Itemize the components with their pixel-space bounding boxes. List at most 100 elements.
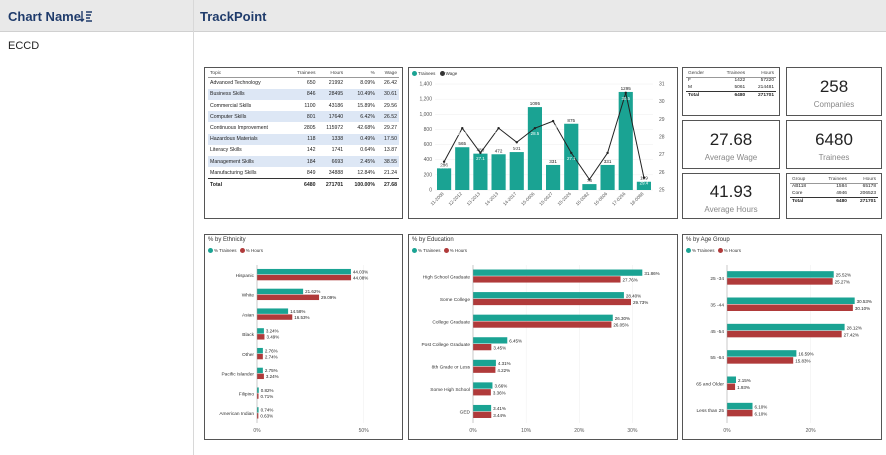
hours-bar[interactable] (257, 393, 259, 399)
trainees-bar[interactable] (546, 164, 561, 190)
wage-point[interactable] (479, 151, 482, 155)
column-header[interactable]: Trainees (714, 70, 748, 78)
trainees-bar[interactable] (257, 288, 304, 295)
table-row[interactable]: Core 4946 206523 (790, 190, 878, 197)
trainees-bar[interactable] (437, 168, 452, 190)
hours-bar[interactable] (473, 389, 491, 396)
table-row[interactable]: Manufacturing Skills 849 34888 12.84% 21.24 (208, 167, 399, 179)
hours-bar[interactable] (473, 298, 631, 306)
wage-point[interactable] (606, 151, 609, 155)
hours-bar[interactable] (473, 321, 612, 328)
column-header[interactable]: Group (790, 176, 817, 184)
column-header[interactable]: Hours (848, 176, 878, 184)
table-row[interactable]: Hazardous Materials 118 1338 0.49% 17.50 (208, 133, 399, 145)
trainees-bar[interactable] (257, 367, 263, 374)
trainees-bar[interactable] (473, 292, 624, 299)
table-row[interactable]: Business Skills 846 28495 10.49% 30.61 (208, 88, 399, 100)
wage-point[interactable] (642, 176, 646, 179)
trainees-bar[interactable] (727, 297, 855, 305)
trainees-bar[interactable] (727, 271, 834, 278)
table-row[interactable]: M 5061 214481 (686, 84, 776, 91)
trainees-bar[interactable] (257, 308, 289, 314)
trainees-bar[interactable] (473, 314, 613, 321)
column-header[interactable]: Hours (747, 70, 776, 78)
column-header[interactable]: % (345, 70, 377, 78)
trainees-bar[interactable] (527, 107, 542, 190)
column-header[interactable]: Trainees (288, 70, 318, 78)
trainees-bar[interactable] (473, 382, 493, 389)
hours-bar[interactable] (727, 278, 833, 285)
sort-icon[interactable] (79, 9, 93, 23)
wage-point[interactable] (624, 91, 627, 95)
table-row[interactable]: Management Skills 184 6693 2.45% 38.55 (208, 155, 399, 168)
table-row[interactable]: Commercial Skills 1100 43186 15.89% 29.56 (208, 100, 399, 111)
wage-point[interactable] (570, 151, 573, 155)
trainees-bar[interactable] (509, 152, 524, 190)
trainees-bar[interactable] (636, 181, 651, 190)
column-header[interactable]: Topic (208, 70, 289, 78)
trackpoint-column-header[interactable]: TrackPoint (200, 9, 267, 24)
trainees-bar[interactable] (473, 337, 508, 344)
bar-data-label: 2.74% (265, 354, 278, 359)
trainees-bar[interactable] (257, 347, 263, 354)
table-row[interactable]: Literacy Skills 142 1741 0.64% 13.87 (208, 145, 399, 156)
table-cell: 26.52 (376, 111, 399, 123)
trainees-bar[interactable] (455, 147, 470, 190)
hours-bar[interactable] (257, 413, 259, 419)
trainees-bar[interactable] (727, 323, 845, 331)
hours-bar[interactable] (727, 383, 736, 391)
wage-point[interactable] (461, 126, 464, 130)
hours-bar[interactable] (257, 274, 352, 281)
hours-bar[interactable] (727, 304, 853, 312)
trainees-bar[interactable] (257, 268, 351, 275)
wage-point[interactable] (497, 126, 500, 130)
kpi-value: 6480 (815, 130, 853, 149)
hours-bar[interactable] (473, 366, 496, 373)
chart-name-column-header[interactable]: Chart Name (8, 9, 81, 24)
hours-bar[interactable] (473, 344, 492, 351)
wage-point[interactable] (551, 119, 555, 123)
table-row[interactable]: Advanced Technology 650 21992 8.09% 26.42 (208, 77, 399, 89)
hours-bar[interactable] (727, 409, 753, 417)
wage-point[interactable] (588, 178, 591, 181)
table-row[interactable]: Continuous Improvement 2805 115972 42.68% 29… (208, 122, 399, 133)
trainees-bar[interactable] (473, 359, 496, 367)
trainees-bar[interactable] (582, 184, 597, 190)
trainees-bar[interactable] (564, 123, 579, 190)
trainees-bar[interactable] (473, 153, 488, 190)
chart-title: % by Age Group (686, 237, 730, 243)
hours-bar[interactable] (473, 411, 492, 418)
trainees-bar[interactable] (491, 154, 506, 190)
hours-bar[interactable] (727, 330, 842, 338)
hours-bar[interactable] (257, 334, 265, 340)
hours-bar[interactable] (473, 276, 621, 283)
trainees-bar[interactable] (618, 91, 633, 190)
wage-point[interactable] (515, 141, 518, 144)
wage-point[interactable] (533, 126, 537, 130)
hours-bar[interactable] (257, 314, 293, 320)
table-row[interactable]: AB118 1584 65178 (790, 183, 878, 190)
kpi-trainees-card: 6480 Trainees (786, 120, 882, 169)
trainees-bar[interactable] (600, 164, 615, 190)
table-row[interactable]: Computer Skills 801 17640 6.42% 26.52 (208, 111, 399, 123)
hours-bar[interactable] (727, 357, 794, 364)
trainees-bar[interactable] (257, 328, 264, 334)
table-cell: 6480 (714, 90, 748, 99)
column-header[interactable]: Trainees (816, 176, 849, 184)
hours-bar[interactable] (257, 373, 264, 380)
hours-bar[interactable] (257, 353, 263, 360)
hours-bar[interactable] (257, 294, 320, 301)
column-header[interactable]: Hours (317, 70, 346, 78)
trainees-bar[interactable] (727, 350, 797, 357)
wage-point[interactable] (442, 160, 446, 163)
trainees-bar[interactable] (473, 404, 492, 412)
trainees-bar[interactable] (727, 376, 736, 384)
table-row[interactable]: F 1422 57220 (686, 77, 776, 84)
trainees-bar[interactable] (473, 269, 643, 276)
column-header[interactable]: Wage (376, 70, 399, 78)
trainees-bar[interactable] (257, 407, 259, 413)
table-cell: 1100 (304, 102, 316, 109)
trainees-bar[interactable] (727, 402, 753, 410)
column-header[interactable]: Gender (686, 70, 715, 78)
trainees-bar[interactable] (257, 387, 259, 393)
